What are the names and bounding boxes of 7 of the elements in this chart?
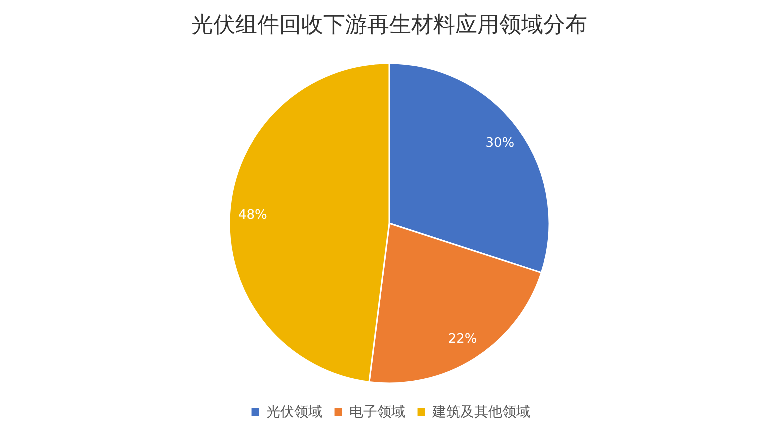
data-label: 30% bbox=[486, 136, 515, 152]
legend-label: 电子领域 bbox=[350, 404, 406, 420]
data-label: 48% bbox=[238, 208, 268, 223]
legend-label: 建筑及其他领域 bbox=[432, 404, 530, 420]
data-label: 22% bbox=[448, 332, 478, 348]
chart-title: 光伏组件回收下游再生材料应用领域分布 bbox=[192, 12, 588, 37]
legend-label: 光伏领域 bbox=[266, 404, 322, 420]
